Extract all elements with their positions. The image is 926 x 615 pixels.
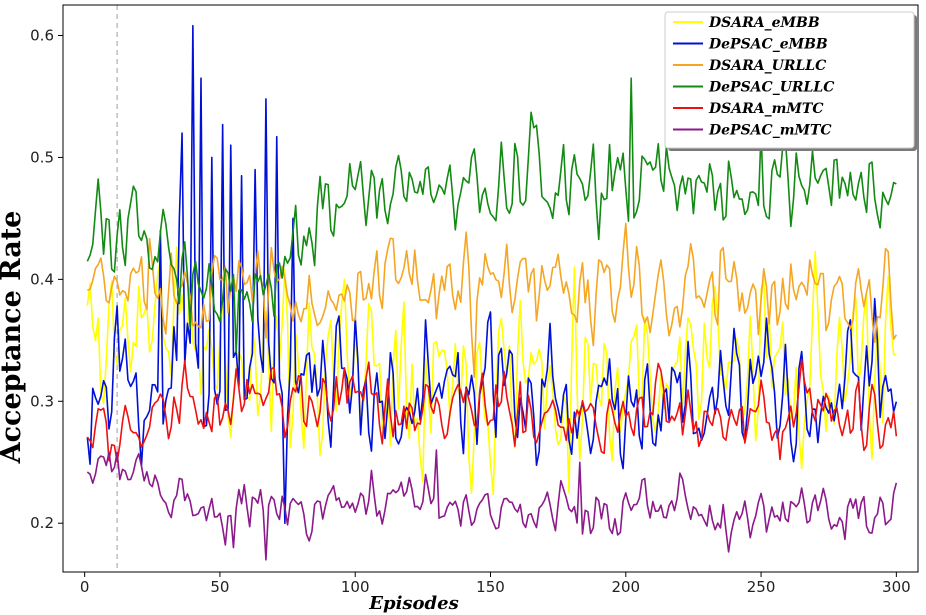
y-tick-label: 0.2 [30,514,54,532]
series-line-depsac-mmtc [86,449,898,561]
x-tick-label: 150 [476,578,505,596]
x-tick-label: 250 [747,578,776,596]
legend-label: DSARA_URLLC [708,58,826,74]
x-tick-label: 300 [882,578,911,596]
y-axis-label: Acceptance Rate [0,211,27,465]
y-axis: 0.2 0.3 0.4 0.5 0.6 [30,26,63,532]
legend-box [664,11,915,149]
legend-label: DePSAC_eMBB [708,37,828,53]
y-tick-label: 0.4 [30,270,54,288]
x-tick-label: 0 [80,578,90,596]
x-tick-label: 100 [341,578,370,596]
y-tick-label: 0.5 [30,148,54,166]
series-layer [86,24,898,561]
x-tick-label: 200 [611,578,640,596]
legend-items: DSARA_eMBB DePSAC_eMBB DSARA_URLLC DePSAC_U… [673,15,834,139]
series-line-dsara-mmtc [86,359,898,463]
legend-label: DePSAC_mMTC [708,123,832,139]
legend-label: DSARA_mMTC [708,101,823,117]
series-line-dsara-urllc [87,222,898,379]
x-axis-label: Episodes [368,593,458,614]
legend: DSARA_eMBB DePSAC_eMBB DSARA_URLLC DePSAC_U… [664,11,917,151]
legend-label: DSARA_eMBB [708,15,820,31]
series-line-depsac-embb [86,24,898,525]
y-tick-label: 0.6 [30,26,54,44]
x-axis: 0 50 100 150 200 250 300 [80,572,911,596]
y-tick-label: 0.3 [30,392,54,410]
x-tick-label: 50 [210,578,229,596]
legend-label: DePSAC_URLLC [708,80,834,96]
